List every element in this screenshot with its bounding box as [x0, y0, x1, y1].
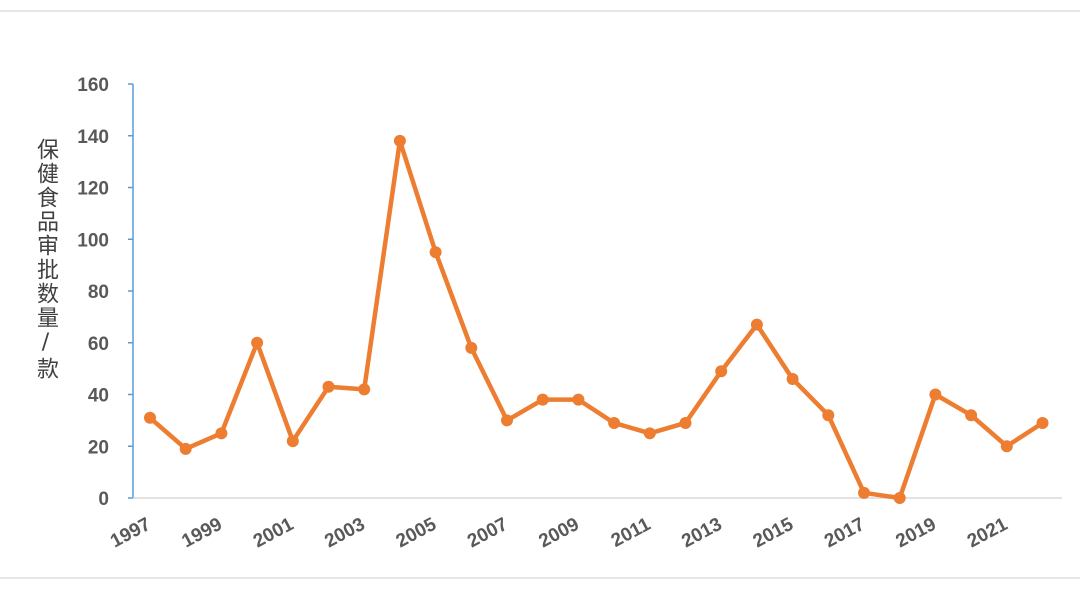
x-axis: 1997 1999 2001 2003 2005 2007 2009 2011 2013 2015…	[107, 497, 1062, 553]
data-point-2010	[608, 416, 621, 429]
data-point-2004	[393, 134, 406, 147]
x-tick-label: 1999	[179, 514, 226, 552]
data-point-2008	[536, 393, 549, 406]
data-point-2000	[251, 336, 264, 349]
x-tick-label: 2001	[250, 514, 298, 553]
y-tick-label: 20	[88, 437, 109, 458]
data-point-2020	[965, 409, 978, 422]
x-tick-label: 2017	[821, 514, 868, 552]
y-tick-label: 140	[77, 127, 109, 148]
y-tick-label: 40	[88, 386, 109, 407]
data-point-2013	[715, 365, 728, 378]
data-point-1997	[144, 411, 156, 424]
x-tick-label: 2003	[321, 514, 368, 552]
x-tick-label: 2007	[464, 514, 511, 552]
data-point-1999	[215, 427, 228, 440]
bottom-divider	[0, 577, 1080, 579]
data-point-2011	[643, 427, 656, 440]
data-point-2009	[572, 393, 585, 406]
data-point-2015	[786, 372, 799, 385]
data-point-2016	[822, 409, 835, 422]
data-point-2014	[750, 318, 763, 331]
data-point-2006	[465, 341, 478, 354]
data-point-2003	[358, 383, 371, 396]
y-axis: 0 20 40 60 80 100 120 140 160	[77, 75, 134, 510]
data-point-2002	[322, 380, 335, 393]
data-point-2005	[429, 246, 442, 259]
data-point-2021	[1000, 440, 1013, 453]
x-tick-label: 2005	[393, 514, 441, 553]
y-tick-label: 100	[77, 230, 109, 251]
data-point-2019	[929, 388, 942, 401]
x-tick-label: 2019	[893, 514, 940, 552]
data-point-2007	[501, 414, 513, 427]
y-tick-label: 0	[98, 489, 109, 510]
series-line-group	[144, 134, 1049, 504]
top-divider	[0, 10, 1080, 12]
x-tick-label: 1997	[107, 514, 154, 552]
data-point-2022	[1036, 416, 1049, 429]
data-point-2001	[286, 435, 299, 448]
y-tick-label: 60	[88, 334, 109, 355]
data-point-2012	[679, 416, 692, 429]
x-tick-label: 2021	[964, 514, 1012, 553]
data-point-1998	[179, 442, 192, 455]
series-line	[147, 138, 1045, 501]
data-point-2017	[858, 486, 870, 499]
x-tick-label: 2013	[678, 514, 725, 552]
x-tick-label: 2015	[750, 514, 798, 553]
y-tick-label: 160	[77, 75, 109, 96]
x-tick-label: 2011	[608, 514, 655, 552]
x-tick-label: 2009	[536, 514, 583, 552]
y-tick-label: 80	[88, 282, 109, 303]
y-axis-label: 保健食品审批数量/款	[33, 138, 58, 381]
y-tick-label: 120	[77, 179, 109, 200]
data-point-2018	[893, 492, 906, 504]
